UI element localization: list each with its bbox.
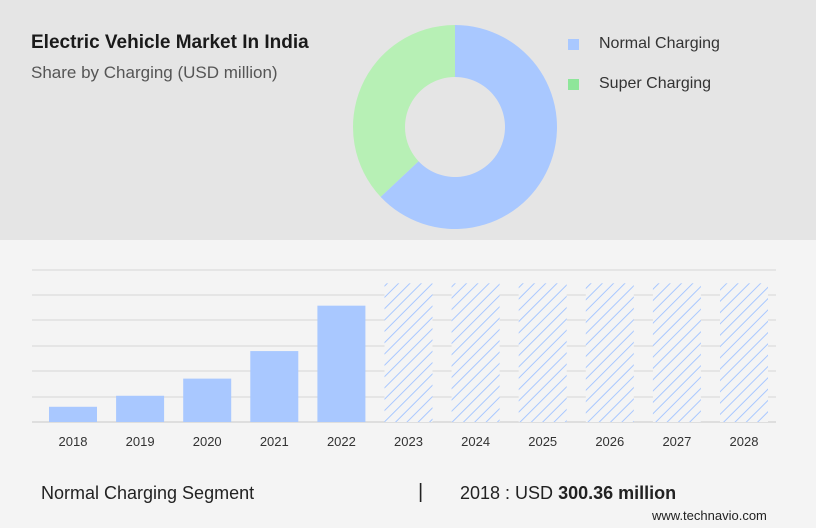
footer-segment-label: Normal Charging Segment	[41, 483, 255, 503]
footer-value: 2018 : USD 300.36 million	[460, 483, 676, 504]
donut-chart	[352, 25, 557, 230]
bar-2023	[384, 283, 433, 422]
legend-item-super-charging[interactable]: Super Charging	[568, 74, 711, 94]
bar-2027	[652, 283, 701, 422]
footer-divider: |	[418, 481, 424, 503]
x-tick-label-2024: 2024	[461, 434, 490, 449]
bar-2019	[116, 395, 165, 422]
bar-2018	[49, 406, 97, 422]
bar-2020	[183, 378, 232, 422]
chart-title: Electric Vehicle Market In India	[31, 32, 309, 53]
bar-2026	[585, 283, 634, 422]
donut-slice-normal-charging	[380, 25, 557, 230]
bar-chart: 2018 2019 2020 2021 2022 2023 2024 2025 2026 2027…	[32, 269, 776, 449]
bar-2028	[720, 283, 768, 422]
legend-item-normal-charging[interactable]: Normal Charging	[568, 34, 720, 54]
x-tick-label-2027: 2027	[662, 434, 691, 449]
x-tick-label-2026: 2026	[595, 434, 624, 449]
x-tick-label-2025: 2025	[528, 434, 557, 449]
bar-2021	[250, 351, 299, 422]
footer-year-prefix: 2018 : USD	[460, 483, 554, 503]
x-tick-label-2021: 2021	[260, 434, 289, 449]
x-tick-label-2018: 2018	[59, 434, 88, 449]
footer-value-amount: 300.36 million	[558, 483, 677, 503]
legend-swatch-super	[568, 78, 579, 90]
x-tick-label-2020: 2020	[193, 434, 222, 449]
bar-2025	[518, 283, 567, 422]
chart-subtitle: Share by Charging (USD million)	[31, 63, 278, 82]
legend-label-super: Super Charging	[599, 75, 712, 92]
bar-2024	[451, 283, 500, 422]
legend-label-normal: Normal Charging	[599, 35, 720, 52]
x-tick-label-2023: 2023	[394, 434, 423, 449]
x-tick-label-2022: 2022	[327, 434, 356, 449]
brand-url[interactable]: www.technavio.com	[652, 508, 767, 523]
bar-2022	[317, 305, 366, 422]
donut-slice-super-charging	[352, 25, 455, 197]
x-tick-label-2019: 2019	[126, 434, 155, 449]
x-tick-label-2028: 2028	[730, 434, 759, 449]
legend-swatch-normal	[568, 38, 579, 50]
